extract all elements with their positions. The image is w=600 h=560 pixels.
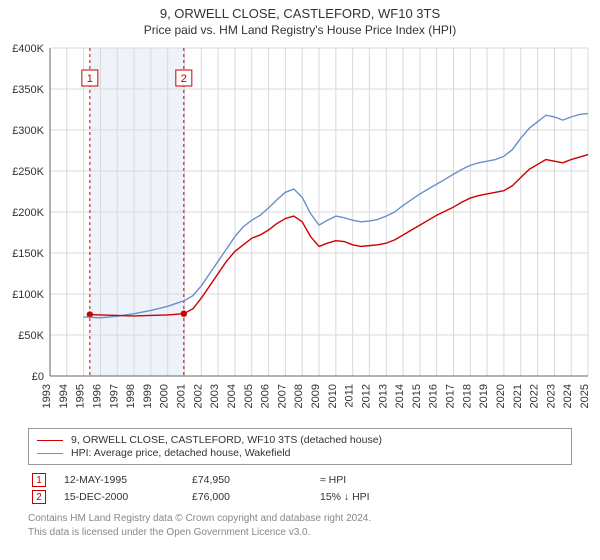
svg-text:£100K: £100K [12,289,44,301]
title-subtitle: Price paid vs. HM Land Registry's House … [0,23,600,37]
legend-swatch-property [37,440,63,441]
legend-row-property: 9, ORWELL CLOSE, CASTLEFORD, WF10 3TS (d… [37,434,563,446]
sales-table: 1 12-MAY-1995 £74,950 ≈ HPI 2 15-DEC-200… [28,470,572,507]
svg-text:2022: 2022 [529,384,541,408]
title-address: 9, ORWELL CLOSE, CASTLEFORD, WF10 3TS [0,6,600,21]
sale-delta: ≈ HPI [320,474,430,486]
svg-text:2002: 2002 [192,384,204,408]
sale-badge: 1 [32,473,46,487]
svg-text:2023: 2023 [545,384,557,408]
svg-text:£400K: £400K [12,43,44,55]
svg-text:2005: 2005 [243,384,255,408]
footer-line2: This data is licensed under the Open Gov… [28,526,572,540]
svg-text:1999: 1999 [142,384,154,408]
svg-text:2011: 2011 [344,384,356,408]
svg-text:£200K: £200K [12,207,44,219]
svg-text:2013: 2013 [377,384,389,408]
footer-line1: Contains HM Land Registry data © Crown c… [28,512,572,526]
svg-text:2017: 2017 [445,384,457,408]
svg-text:2024: 2024 [562,384,574,408]
legend-row-hpi: HPI: Average price, detached house, Wake… [37,447,563,459]
sale-badge: 2 [32,490,46,504]
svg-text:1: 1 [87,73,93,85]
legend-label-hpi: HPI: Average price, detached house, Wake… [71,447,290,459]
svg-text:2020: 2020 [495,384,507,408]
svg-text:£150K: £150K [12,248,44,260]
svg-text:1998: 1998 [125,384,137,408]
sale-price: £74,950 [192,474,302,486]
svg-text:£300K: £300K [12,125,44,137]
legend: 9, ORWELL CLOSE, CASTLEFORD, WF10 3TS (d… [28,428,572,465]
chart: £0 £50K £100K £150K £200K £250K £300K £350K £400… [0,42,600,420]
svg-text:£250K: £250K [12,166,44,178]
svg-text:£0: £0 [32,371,44,383]
footer: Contains HM Land Registry data © Crown c… [28,512,572,539]
sale-price: £76,000 [192,491,302,503]
svg-text:1995: 1995 [75,384,87,408]
svg-text:2001: 2001 [176,384,188,408]
sale-date: 12-MAY-1995 [64,474,174,486]
svg-text:2018: 2018 [461,384,473,408]
svg-text:2016: 2016 [428,384,440,408]
legend-swatch-hpi [37,453,63,454]
svg-text:2006: 2006 [260,384,272,408]
sale-delta: 15% ↓ HPI [320,491,430,503]
svg-text:2004: 2004 [226,384,238,408]
svg-text:1996: 1996 [91,384,103,408]
svg-text:2025: 2025 [579,384,591,408]
svg-text:2003: 2003 [209,384,221,408]
svg-text:1994: 1994 [58,384,70,408]
svg-text:2015: 2015 [411,384,423,408]
svg-text:2010: 2010 [327,384,339,408]
svg-text:2014: 2014 [394,384,406,408]
chart-svg: £0 £50K £100K £150K £200K £250K £300K £350K £400… [0,42,600,420]
svg-text:£50K: £50K [18,330,44,342]
svg-text:2008: 2008 [293,384,305,408]
svg-text:2000: 2000 [159,384,171,408]
svg-text:2009: 2009 [310,384,322,408]
svg-text:2012: 2012 [360,384,372,408]
sale-date: 15-DEC-2000 [64,491,174,503]
svg-text:2: 2 [181,73,187,85]
sale-row: 2 15-DEC-2000 £76,000 15% ↓ HPI [28,490,572,504]
svg-text:1997: 1997 [108,384,120,408]
legend-label-property: 9, ORWELL CLOSE, CASTLEFORD, WF10 3TS (d… [71,434,382,446]
svg-text:2007: 2007 [276,384,288,408]
sale-row: 1 12-MAY-1995 £74,950 ≈ HPI [28,473,572,487]
svg-text:1993: 1993 [41,384,53,408]
title-block: 9, ORWELL CLOSE, CASTLEFORD, WF10 3TS Pr… [0,0,600,37]
svg-text:2019: 2019 [478,384,490,408]
svg-text:£350K: £350K [12,84,44,96]
svg-text:2021: 2021 [512,384,524,408]
